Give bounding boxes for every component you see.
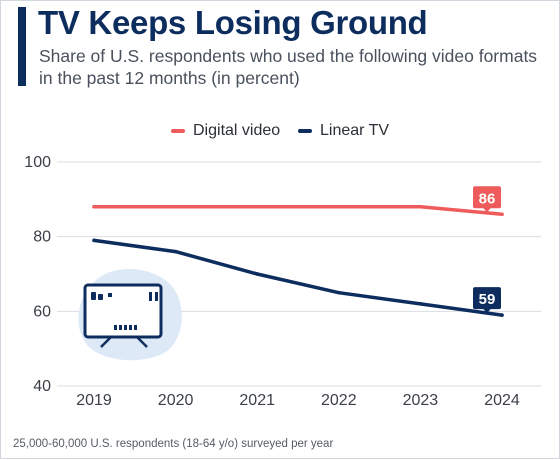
- data-point-digital-video-2020: [173, 205, 178, 209]
- legend-swatch-linear-tv: [298, 129, 312, 133]
- series-line-digital-video: [92, 205, 504, 217]
- series-lines: [92, 205, 504, 317]
- legend-swatch-digital-video: [171, 129, 185, 133]
- data-point-linear-tv-2023: [418, 302, 423, 306]
- x-tick-label-2024: 2024: [484, 392, 520, 409]
- y-tick-label-40: 40: [33, 378, 51, 395]
- x-axis-ticks: 2019 2020 2021 2022 2023 2024: [76, 392, 520, 409]
- data-point-linear-tv-2022: [337, 290, 341, 295]
- chart-subtitle: Share of U.S. respondents who used the f…: [39, 46, 538, 88]
- legend-label-linear-tv: Linear TV: [320, 122, 390, 139]
- end-label-text-linear-tv: 59: [479, 291, 496, 308]
- legend-item-digital-video: Digital video: [171, 122, 280, 140]
- x-tick-label-2019: 2019: [76, 392, 112, 409]
- x-tick-label-2022: 2022: [321, 392, 357, 409]
- data-point-digital-video-2019: [92, 205, 96, 209]
- end-label-text-digital-video: 86: [479, 190, 496, 207]
- legend: Digital video Linear TV: [1, 122, 560, 144]
- end-label-pointer-digital-video: [483, 207, 491, 213]
- end-label-box-digital-video: [473, 186, 501, 209]
- legend-label-digital-video: Digital video: [193, 122, 281, 139]
- y-tick-label-60: 60: [33, 303, 51, 320]
- data-point-linear-tv-2024: [500, 313, 504, 317]
- end-labels: 86 59: [473, 186, 501, 314]
- end-label-pointer-linear-tv: [483, 308, 491, 314]
- data-point-digital-video-2022: [337, 205, 341, 209]
- data-point-linear-tv-2019: [92, 238, 96, 243]
- x-tick-label-2020: 2020: [158, 392, 194, 409]
- y-tick-label-100: 100: [24, 154, 51, 171]
- series-line-linear-tv: [92, 238, 504, 317]
- y-tick-label-80: 80: [33, 229, 51, 246]
- end-label-digital-video: 86: [473, 186, 501, 213]
- end-label-box-linear-tv: [473, 287, 501, 310]
- data-point-digital-video-2023: [418, 205, 423, 209]
- x-tick-label-2023: 2023: [403, 392, 439, 409]
- source-note: 25,000-60,000 U.S. respondents (18-64 y/…: [13, 438, 334, 450]
- legend-item-linear-tv: Linear TV: [298, 122, 389, 140]
- data-point-linear-tv-2021: [255, 272, 259, 276]
- x-tick-label-2021: 2021: [239, 392, 275, 409]
- data-point-digital-video-2024: [500, 212, 504, 217]
- y-axis-ticks: 40 60 80 100: [24, 154, 51, 395]
- title-accent-bar: [18, 7, 26, 86]
- television-icon: [78, 268, 182, 361]
- data-point-digital-video-2021: [255, 205, 259, 209]
- data-point-linear-tv-2020: [173, 249, 178, 254]
- chart-title: TV Keeps Losing Ground: [38, 4, 428, 41]
- end-label-linear-tv: 59: [473, 287, 501, 314]
